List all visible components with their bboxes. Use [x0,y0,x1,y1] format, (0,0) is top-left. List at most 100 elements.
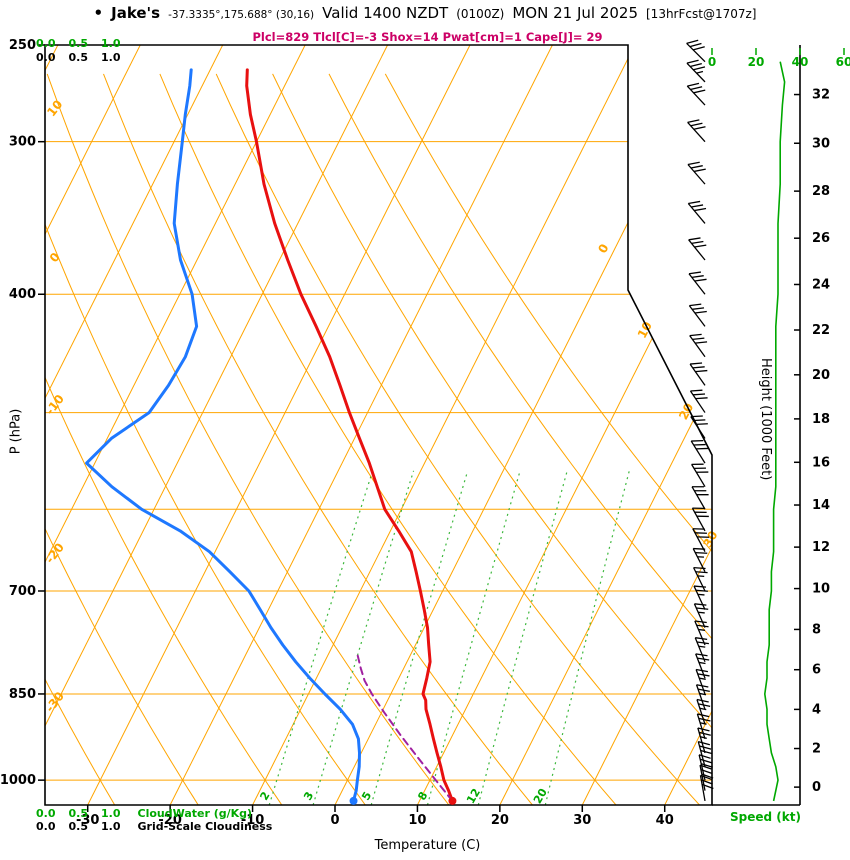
height-tick-label: 0 [812,780,821,795]
scale-tick: 1.0 [101,820,121,833]
wind-barb-staff [691,464,706,488]
skewt-grid [45,45,712,805]
wind-barb-feather [694,244,707,248]
wind-barb-staff [696,713,706,739]
isotherm-line [499,45,712,805]
scale-tick: 1.0 [101,37,121,50]
wind-barb-feather [695,571,708,574]
height-tick-label: 32 [812,88,830,103]
dry-adiabat-line [45,73,283,805]
wind-speed-curve [763,61,786,802]
scale-tick: 0.5 [68,51,89,64]
wind-barb-half-feather [696,70,704,74]
wind-barb-staff [689,390,706,413]
isotherm-line [581,45,712,805]
wind-barb-staff [688,239,706,261]
height-tick-label: 20 [812,368,830,383]
wind-barb-feather [698,731,711,736]
wind-barb-staff [696,699,706,725]
pressure-tick-label: 850 [9,687,36,702]
wind-barb-staff [692,528,706,553]
temperature-tick-label: -30 [76,813,100,828]
wind-barb-staff [693,603,706,628]
temperature-axis-label: Temperature (C) [374,838,481,853]
cloudiness-scale-bottom: 0.0 0.5 1.0 Grid-Scale Cloudiness [36,820,272,833]
wind-barb-feather [693,66,706,71]
wind-barb-half-feather [698,645,706,648]
isotherm-label: 10 [635,319,655,340]
scale-tick: 1.0 [101,51,121,64]
wind-barb-staff [695,669,706,695]
wind-barb-feather [699,745,712,750]
wind-barb-feather [690,86,703,91]
wind-barb-feather [695,369,708,373]
mixing-ratio-line [544,470,630,805]
temperature-curve [245,68,454,803]
isotherm-label: 0 [595,242,611,256]
wind-barb-feather [693,168,706,173]
surface-temperature-dot [448,796,457,805]
wind-barb-staff [697,727,706,754]
temperature-tick-label: 0 [330,813,339,828]
speed-axis-label: Speed (kt) [730,810,801,824]
wind-barb-feather [690,165,703,169]
height-tick-label: 18 [812,412,830,427]
cloudwater-scale-bottom: 0.0 0.5 1.0 CloudWater (g/Kg) [36,807,252,820]
bullet-icon: • [93,4,104,22]
wind-barb-staff [686,42,706,63]
mixing-ratio-line [268,470,374,805]
scale-tick: 0.0 [36,37,56,50]
isotherm-line [252,45,636,805]
height-tick-label: 4 [812,702,821,717]
wind-barb-feather [700,749,713,755]
height-tick-label: 24 [812,277,830,292]
mixing-ratio-label: 3 [301,789,316,802]
wind-barb-feather [701,763,713,768]
dewpoint-curve [85,68,361,803]
wind-barb-feather [687,82,700,87]
wind-barb-feather [690,122,703,127]
parcel-curve [356,654,454,802]
temperature-tick-label: 20 [491,813,509,828]
dry-adiabat-line [215,73,700,805]
wind-barb-feather [692,393,706,396]
wind-barb-staff [694,620,706,646]
mixing-ratio-label: 2 [257,789,272,802]
mixing-ratio-label: 5 [359,789,374,802]
station-name: Jake's [111,4,161,22]
wind-barb-staff [686,62,706,83]
dry-adiabat-label: -20 [43,540,67,566]
isotherm-line [87,45,471,805]
height-tick-label: 8 [812,622,821,637]
height-tick-label: 14 [812,498,830,513]
pressure-axis-label: P (hPa) [8,408,24,455]
wind-barb-feather [694,310,707,314]
wind-barb-feather [688,271,701,275]
dry-adiabat-line [159,73,617,805]
wind-barb-staff [687,203,706,224]
wind-barb-feather [693,126,706,130]
isotherm-line [416,45,712,805]
cloudwater-scale-top: 0.0 0.5 1.0 [36,37,121,50]
height-tick-label: 16 [812,455,830,470]
wind-barb-feather [686,59,699,64]
pressure-tick-label: 250 [9,38,36,53]
wind-barb-staff [688,273,706,295]
wind-barb-column [686,39,714,802]
dry-adiabat-line [103,73,533,805]
wind-barb-half-feather [698,661,706,665]
scale-tick: 0.0 [36,820,56,833]
wind-barb-staff [692,548,706,573]
wind-barb-feather [695,637,708,641]
isotherm-line [45,45,141,805]
wind-barb-feather [696,607,709,610]
wind-barb-feather [692,46,705,51]
wind-barb-feather [692,307,705,310]
scale-tick: 0.5 [68,807,89,820]
wind-barb-feather [693,89,706,94]
wind-barb-staff [695,653,706,679]
wind-barb-feather [694,207,707,212]
wind-barb-staff [693,567,706,592]
temperature-tick-label: -10 [241,813,265,828]
